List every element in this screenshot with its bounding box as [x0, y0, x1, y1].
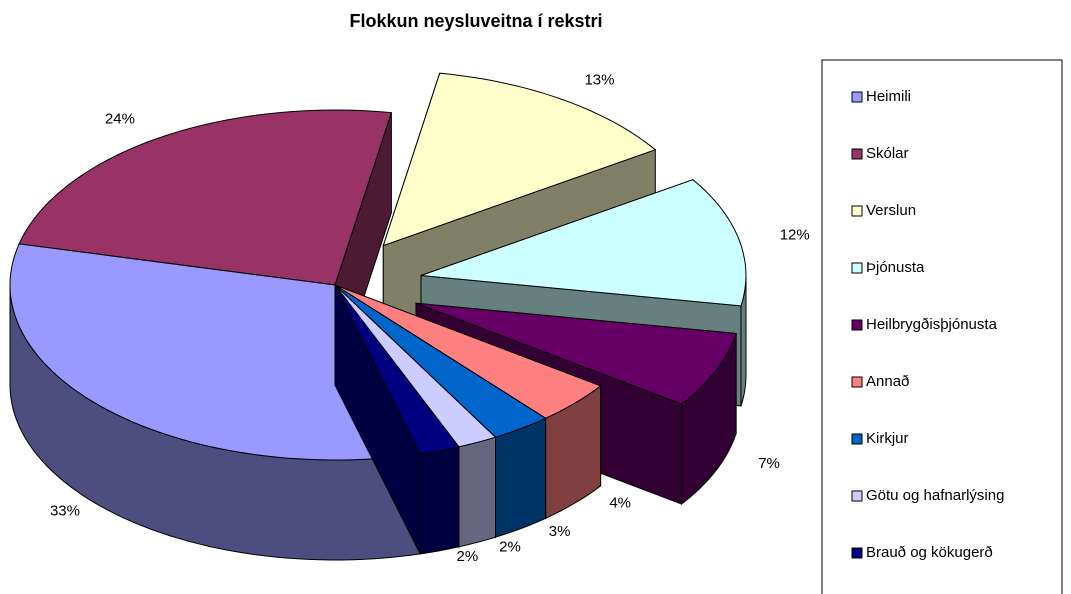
- slice-top: [334, 284, 602, 419]
- chart-title: Flokkun neysluveitna í rekstri: [349, 11, 602, 31]
- slice-side: [495, 417, 547, 538]
- slice: [334, 283, 460, 555]
- legend-swatch: [851, 262, 863, 274]
- legend-swatch: [851, 376, 863, 388]
- legend-swatch: [851, 205, 863, 217]
- legend-label: Verslun: [866, 202, 916, 219]
- slice-side: [458, 436, 496, 548]
- data-label: 33%: [50, 503, 80, 520]
- legend-label: Brauð og kökugerð: [866, 544, 993, 561]
- slice-top: [382, 72, 657, 247]
- legend-swatch: [851, 91, 863, 103]
- legend-label: Heimili: [866, 88, 911, 105]
- legend-label: Þjónusta: [866, 259, 925, 276]
- data-label: 2%: [499, 539, 521, 556]
- legend-label: Kirkjur: [866, 430, 909, 447]
- data-label: 24%: [105, 110, 135, 127]
- data-label: 4%: [609, 494, 631, 511]
- legend-label: Götu og hafnarlýsing: [866, 487, 1004, 504]
- data-label: 12%: [780, 227, 810, 244]
- data-label: 13%: [584, 71, 614, 88]
- slice-top: [9, 243, 421, 461]
- data-label: 3%: [549, 523, 571, 540]
- slice-top: [334, 284, 547, 438]
- slice-top: [334, 284, 460, 455]
- legend-label: Heilbrygðisþjónusta: [866, 316, 998, 333]
- legend-swatch: [851, 319, 863, 331]
- legend-label: Annað: [866, 373, 909, 390]
- slice-side: [419, 446, 460, 555]
- legend-swatch: [851, 547, 863, 559]
- data-label: 7%: [758, 455, 780, 472]
- slice-top: [415, 302, 737, 405]
- slice-top: [18, 109, 393, 286]
- legend-swatch: [851, 148, 863, 160]
- data-label: 2%: [457, 548, 479, 565]
- legend-swatch: [851, 490, 863, 502]
- legend-swatch: [851, 433, 863, 445]
- slice-top: [420, 179, 747, 307]
- legend-label: Skólar: [866, 145, 909, 162]
